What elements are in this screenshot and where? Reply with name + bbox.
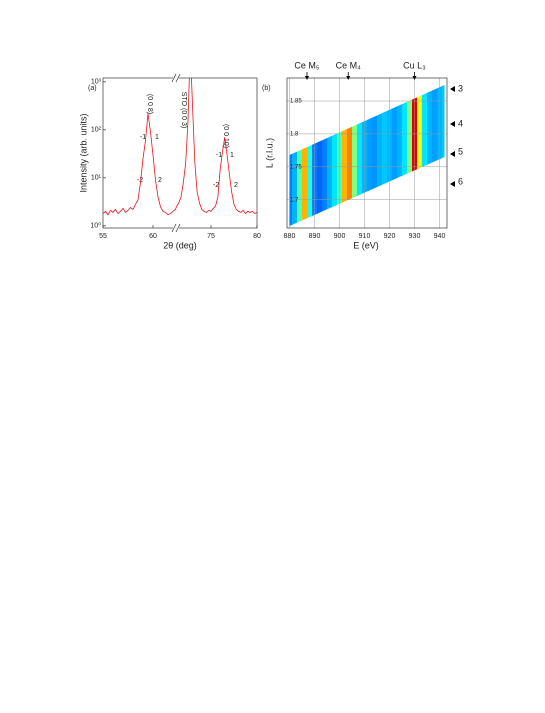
plot-frame xyxy=(286,77,448,229)
y-tick-label: 10³ xyxy=(91,79,102,86)
heat-cell xyxy=(317,85,323,226)
right-marker: 5 xyxy=(458,146,463,156)
panel-label: (b) xyxy=(262,85,271,92)
arrow xyxy=(450,121,455,127)
y-tick-label: 10⁰ xyxy=(90,222,101,230)
axis-break xyxy=(171,223,177,233)
heat-cell xyxy=(427,85,433,226)
y-tick-label: 1.85 xyxy=(290,99,302,105)
y-tick-label: 10¹ xyxy=(91,175,102,182)
y-tick-label: 1.8 xyxy=(290,131,299,137)
heat-cell xyxy=(407,85,413,226)
edge-arrowhead xyxy=(305,76,309,80)
heat-cell xyxy=(367,85,373,226)
x-tick-label: 910 xyxy=(359,233,371,240)
annotation: -1 xyxy=(140,134,146,141)
axis-break xyxy=(175,223,181,233)
heat-cell xyxy=(392,85,398,226)
heat-cell xyxy=(372,85,378,226)
data-line xyxy=(103,78,257,216)
heat-cell xyxy=(289,85,293,226)
heat-cell xyxy=(422,85,428,226)
x-tick-label: 75 xyxy=(207,233,215,240)
annotation: 1 xyxy=(230,152,234,159)
annotation: 2 xyxy=(158,177,162,184)
annotation: -1 xyxy=(216,152,222,159)
heat-cell xyxy=(292,85,298,226)
y-axis-label: L (r.l.u.) xyxy=(264,138,274,168)
heat-cell xyxy=(327,85,333,226)
annotation: 1 xyxy=(155,134,159,141)
annotation: STO (0 0 3) xyxy=(180,92,187,128)
right-marker: 3 xyxy=(458,83,463,93)
x-axis-label: 2θ (deg) xyxy=(163,240,197,250)
arrow xyxy=(450,181,455,187)
heat-cell xyxy=(322,85,328,226)
annotation: 2 xyxy=(234,182,238,189)
heat-cell xyxy=(332,85,338,226)
panel-label: (a) xyxy=(88,85,97,92)
x-tick-label: 880 xyxy=(284,233,296,240)
annotation: (0 0 10) xyxy=(222,124,229,148)
y-tick-label: 10² xyxy=(91,127,102,134)
right-marker: 6 xyxy=(458,176,463,186)
axis-break xyxy=(171,73,177,83)
edge-label: Cu L₃ xyxy=(403,60,426,70)
heat-cell xyxy=(417,85,423,226)
x-tick-label: 940 xyxy=(434,233,446,240)
x-tick-label: 900 xyxy=(334,233,346,240)
heatmap xyxy=(289,85,445,226)
annotation: (0 0 8) xyxy=(146,94,153,114)
heat-cell xyxy=(342,85,348,226)
axis-break-gap xyxy=(173,74,179,82)
heat-cell xyxy=(302,85,308,226)
annotations: (0 0 8) -1 1 -2 2 STO (0 0 3) (0 0 10) -… xyxy=(137,92,238,189)
heat-cell xyxy=(432,85,438,226)
heat-cell xyxy=(352,85,358,226)
right-marker: 4 xyxy=(458,118,463,128)
heat-cell xyxy=(377,85,383,226)
x-tick-label: 890 xyxy=(309,233,321,240)
x-tick-label: 920 xyxy=(384,233,396,240)
heat-cell xyxy=(397,85,403,226)
annotation: -2 xyxy=(213,182,219,189)
x-axis-label: E (eV) xyxy=(353,240,379,250)
edge-label: Ce M₄ xyxy=(336,60,362,70)
axis-break xyxy=(175,73,181,83)
arrow xyxy=(450,151,455,157)
edge-arrowhead xyxy=(412,76,417,80)
edge-arrowhead xyxy=(346,76,351,80)
x-tick-label: 55 xyxy=(99,233,107,240)
y-tick-label: 1.75 xyxy=(290,164,302,170)
heat-cell xyxy=(357,85,363,226)
plot-area xyxy=(103,78,257,216)
heat-cell xyxy=(442,85,445,226)
heat-cell xyxy=(307,85,313,226)
edge-label: Ce M₅ xyxy=(294,60,320,70)
y-tick-label: 1.7 xyxy=(290,197,299,203)
heat-cell xyxy=(297,85,303,226)
annotation: -2 xyxy=(137,177,143,184)
x-tick-label: 60 xyxy=(149,233,157,240)
axis-break-gap xyxy=(173,224,179,232)
heat-cell xyxy=(347,85,353,226)
heat-cell xyxy=(382,85,388,226)
y-axis-label: Intensity (arb. units) xyxy=(78,113,88,192)
x-tick-label: 80 xyxy=(253,233,261,240)
arrow xyxy=(450,86,455,92)
x-tick-label: 930 xyxy=(409,233,421,240)
heat-cell xyxy=(402,85,408,226)
plot-frame xyxy=(102,77,258,229)
right-markers: 3 4 5 6 xyxy=(450,83,463,187)
